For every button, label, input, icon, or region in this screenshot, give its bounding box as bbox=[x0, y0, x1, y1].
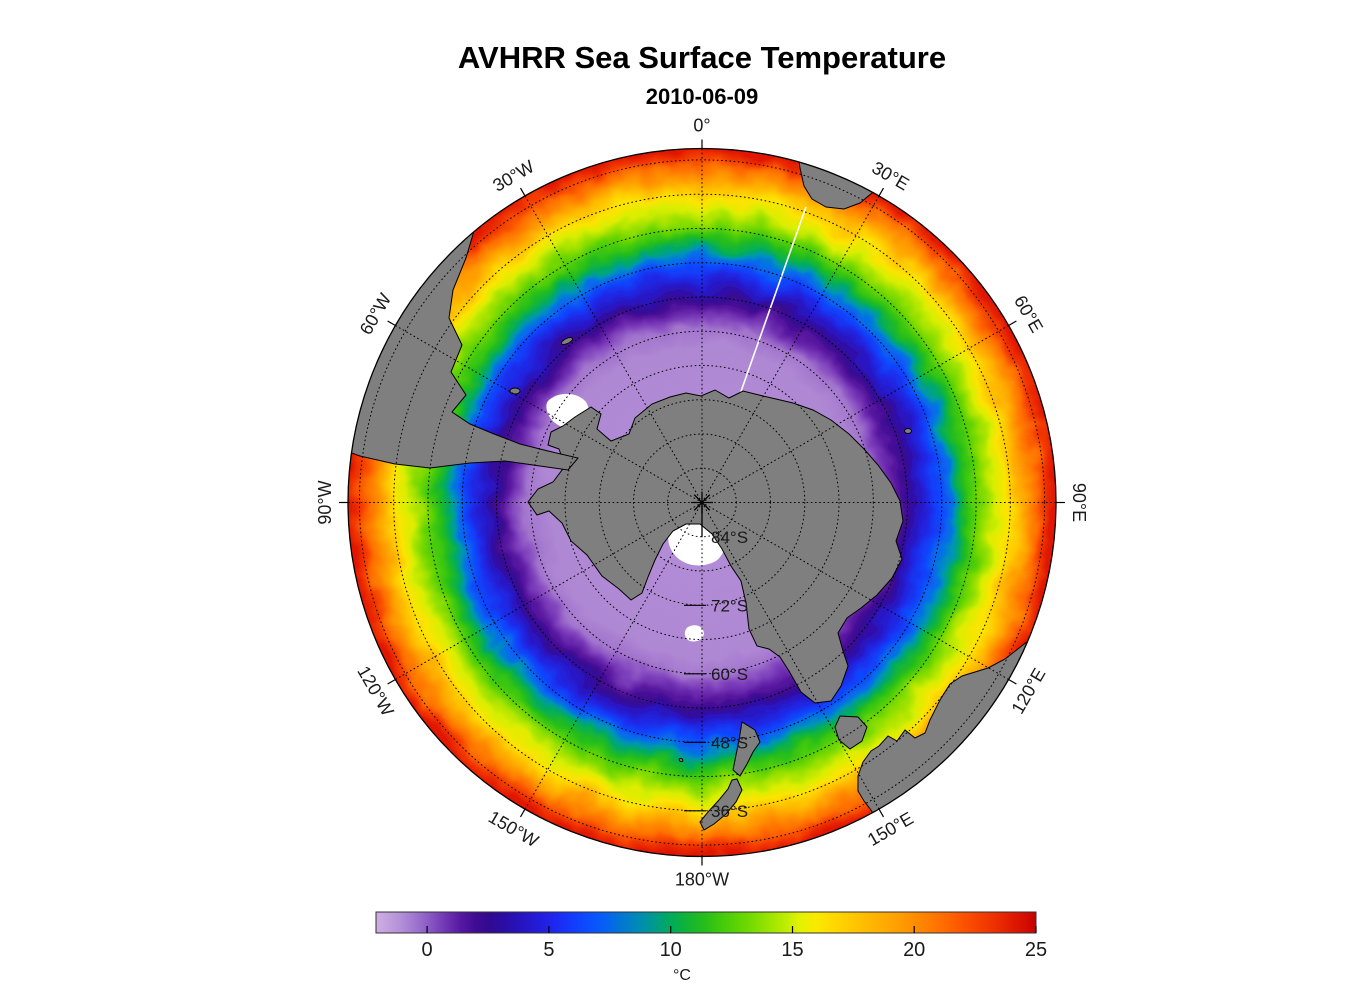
meridian-line-120W bbox=[394, 502, 703, 680]
meridian-label-30W: 30°W bbox=[489, 156, 537, 195]
colorbar-tick-label: 25 bbox=[1025, 939, 1047, 961]
colorbar-tick-label: 10 bbox=[660, 939, 682, 961]
ice-shelf-patch bbox=[684, 625, 704, 642]
island-kerguelen bbox=[904, 428, 912, 434]
meridian-label-180W: 180°W bbox=[675, 870, 729, 890]
parallel-label-36s: 36°S bbox=[711, 802, 748, 821]
chart-title: AVHRR Sea Surface Temperature bbox=[457, 40, 947, 75]
meridian-label-150E: 150°E bbox=[864, 808, 917, 850]
meridian-label-30E: 30°E bbox=[869, 158, 913, 195]
colorbar: 0 5 10 15 20 25 °C bbox=[375, 911, 1047, 984]
meridian-tick bbox=[387, 320, 396, 327]
meridian-line-30W bbox=[524, 195, 703, 503]
meridian-tick bbox=[519, 187, 526, 197]
parallel-circle-30s bbox=[358, 159, 1046, 846]
meridian-line-60E bbox=[701, 325, 1010, 503]
parallel-label-60s: 60°S bbox=[711, 665, 748, 684]
island-south-georgia bbox=[561, 337, 573, 345]
parallel-label-84s: 84°S bbox=[711, 528, 748, 547]
meridian-line-30E bbox=[701, 195, 880, 503]
meridian-line-150E bbox=[701, 502, 880, 810]
meridian-line-60W bbox=[394, 325, 703, 503]
colorbar-unit-label: °C bbox=[673, 967, 691, 984]
colorbar-tick-label: 5 bbox=[543, 939, 554, 961]
meridian-line-150W bbox=[524, 502, 703, 810]
meridian-tick bbox=[1008, 320, 1017, 327]
parallel-label-48s: 48°S bbox=[711, 733, 748, 752]
colorbar-gradient bbox=[375, 911, 1037, 934]
parallel-circle-72s bbox=[598, 399, 806, 606]
meridian-label-60E: 60°E bbox=[1010, 292, 1047, 336]
map-disc bbox=[348, 148, 1056, 857]
meridian-tick bbox=[878, 808, 885, 818]
parallel-circle-66s bbox=[564, 365, 840, 640]
meridian-tick bbox=[878, 187, 885, 197]
meridian-label-0: 0° bbox=[693, 116, 710, 136]
meridian-tick bbox=[519, 808, 526, 818]
colorbar-tick-label: 0 bbox=[422, 939, 433, 961]
island-macquarie bbox=[678, 757, 684, 763]
meridian-tick bbox=[1008, 678, 1017, 685]
new-zealand-north-island bbox=[732, 721, 761, 777]
meridian-label-60W: 60°W bbox=[356, 290, 395, 338]
colorbar-tick-label: 15 bbox=[781, 939, 803, 961]
parallel-label-72s: 72°S bbox=[711, 596, 748, 615]
meridian-label-120E: 120°E bbox=[1008, 665, 1050, 718]
island-falkland-islands bbox=[509, 387, 521, 395]
meridian-line-120E bbox=[701, 502, 1010, 680]
meridian-label-90W: 90°W bbox=[315, 480, 335, 524]
chart-subtitle: 2010-06-09 bbox=[645, 84, 759, 109]
meridian-tick bbox=[387, 678, 396, 685]
colorbar-tick-label: 20 bbox=[903, 939, 925, 961]
meridian-label-90E: 90°E bbox=[1069, 483, 1089, 522]
